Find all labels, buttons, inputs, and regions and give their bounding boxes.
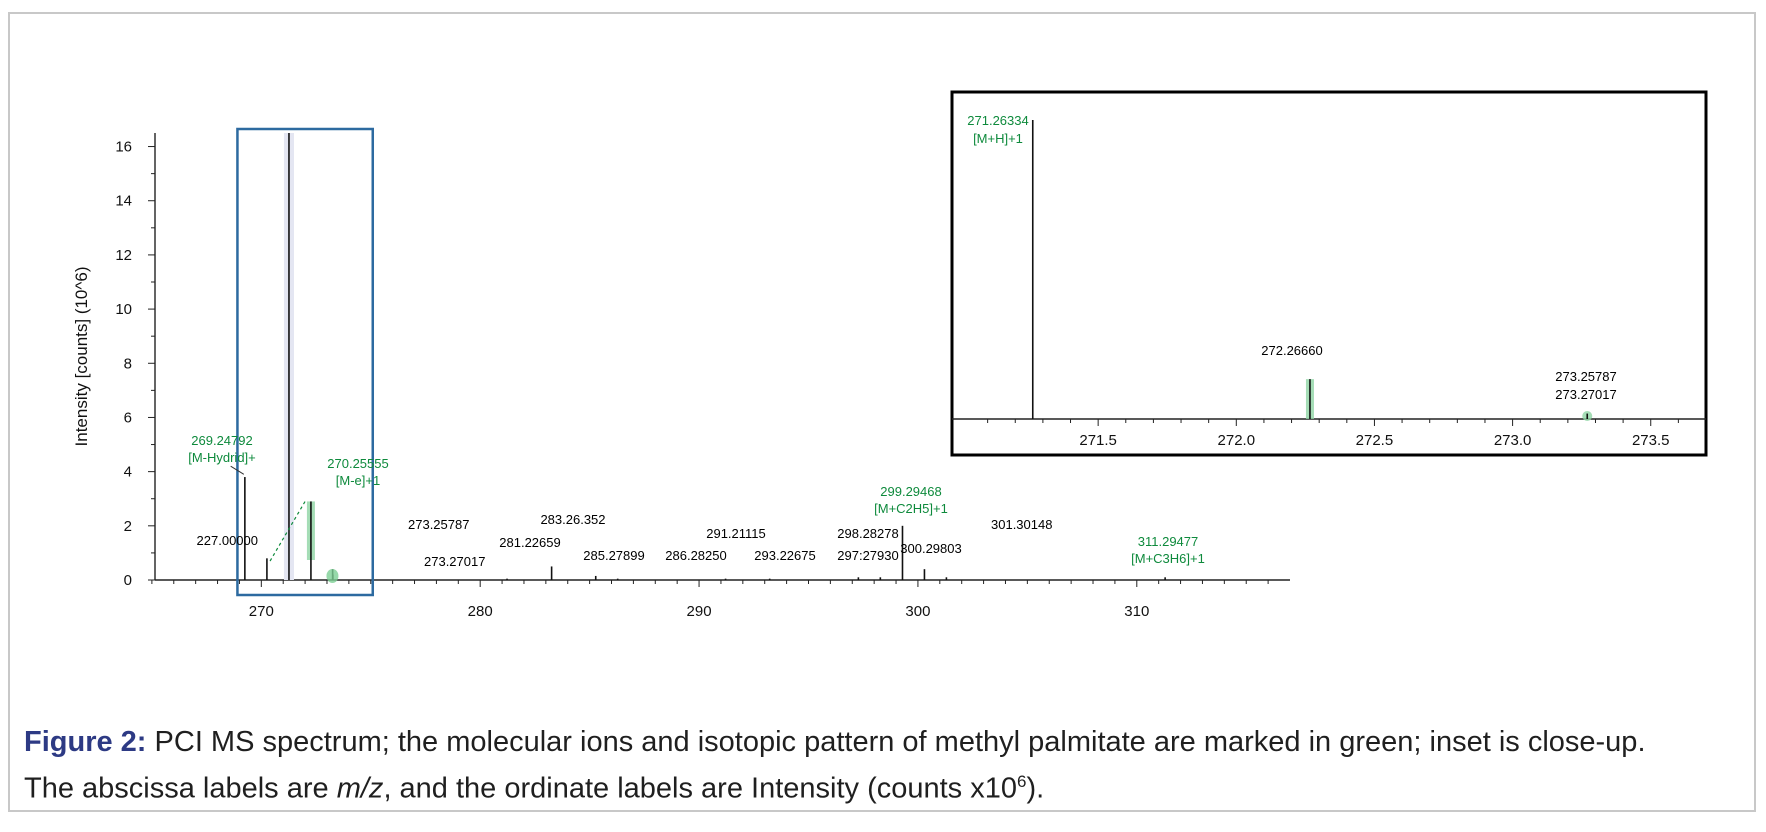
- caption-text-2a: The abscissa labels are: [24, 772, 337, 805]
- inset-x-tick-label: 273.0: [1494, 432, 1532, 449]
- peak-annotation: [M-Hydrid]+: [188, 450, 256, 465]
- peak-annotation: [M+C2H5]+1: [874, 501, 948, 516]
- spectrum-figure: 270 280 290 300 310 0 2 4 6 8 10 12 14 16 Intensity [c…: [72, 90, 1708, 620]
- y-tick-label: 0: [124, 572, 132, 589]
- figure-caption: Figure 2: PCI MS spectrum; the molecular…: [24, 722, 1744, 809]
- caption-line-1: Figure 2: PCI MS spectrum; the molecular…: [24, 722, 1744, 762]
- y-tick-label: 10: [115, 301, 132, 318]
- caption-superscript: 6: [1017, 772, 1027, 791]
- peak-label: 269.24792: [191, 433, 252, 448]
- caption-line-2: The abscissa labels are m/z, and the ord…: [24, 762, 1744, 809]
- inset-frame: [950, 90, 1708, 457]
- caption-mz-italic: m/z: [336, 772, 384, 805]
- peak-label: 293.22675: [754, 548, 815, 563]
- y-tick-label: 6: [124, 409, 132, 426]
- label-leader-line: [230, 465, 245, 475]
- caption-figure-label: Figure 2:: [24, 726, 147, 758]
- inset-x-tick-label: 273.5: [1632, 432, 1670, 449]
- peak-isotope-highlight: [326, 569, 339, 583]
- y-tick-label: 16: [115, 139, 132, 156]
- x-tick-label: 280: [468, 603, 493, 620]
- inset-spectrum-plot: 271.5 272.0 272.5 273.0 273.5 271.26334 [M+H]+…: [950, 90, 1708, 457]
- x-tick-label: 270: [249, 603, 274, 620]
- peak-label: 270.25555: [327, 456, 388, 471]
- y-axis-label: Intensity [counts] (10^6): [72, 267, 91, 447]
- peak-annotation: [M+C3H6]+1: [1131, 551, 1205, 566]
- peak-label: 298.28278: [837, 526, 898, 541]
- caption-text-2c: ).: [1026, 772, 1045, 805]
- inset-peak-annotation: 273.27017: [1555, 387, 1616, 402]
- peak-label: 286.28250: [665, 548, 726, 563]
- peak-annotation: [M-e]+1: [336, 473, 380, 488]
- peak-label: 300.29803: [900, 541, 961, 556]
- y-tick-label: 12: [115, 247, 132, 264]
- x-tick-label: 310: [1124, 603, 1149, 620]
- inset-peak-label: 271.26334: [967, 113, 1028, 128]
- inset-peak-label: 272.26660: [1261, 343, 1322, 358]
- peak-label: 273.27017: [424, 554, 485, 569]
- peak-label: 301.30148: [991, 517, 1052, 532]
- peak-label: 285.27899: [583, 548, 644, 563]
- caption-text-1: PCI MS spectrum; the molecular ions and …: [154, 726, 1646, 758]
- peak-label: 281.22659: [499, 535, 560, 550]
- y-tick-label: 8: [124, 355, 132, 372]
- inset-x-tick-label: 271.5: [1079, 432, 1117, 449]
- y-tick-label: 2: [124, 518, 132, 535]
- caption-text-2b: , and the ordinate labels are Intensity …: [383, 772, 1017, 805]
- peak-label: 311.29477: [1138, 534, 1199, 549]
- inset-x-tick-label: 272.0: [1218, 432, 1256, 449]
- x-tick-label: 290: [687, 603, 712, 620]
- x-tick-label: 300: [905, 603, 930, 620]
- y-tick-label: 14: [115, 193, 132, 210]
- peak-label: 297:27930: [837, 548, 898, 563]
- peak-label: 291.21115: [706, 526, 766, 541]
- y-tick-label: 4: [124, 464, 132, 481]
- peak-label: 273.25787: [408, 517, 469, 532]
- peak-label: 283.26.352: [540, 512, 605, 527]
- inset-x-tick-label: 272.5: [1356, 432, 1394, 449]
- inset-peak-annotation: [M+H]+1: [973, 131, 1023, 146]
- highlight-box: [236, 127, 375, 597]
- peak-label: 299.29468: [880, 484, 941, 499]
- inset-peak-label: 273.25787: [1555, 369, 1616, 384]
- peak-label: 227.00000: [197, 533, 258, 548]
- main-spectrum-plot: 270 280 290 300 310 0 2 4 6 8 10 12 14 16 Intensity [c…: [72, 127, 1290, 620]
